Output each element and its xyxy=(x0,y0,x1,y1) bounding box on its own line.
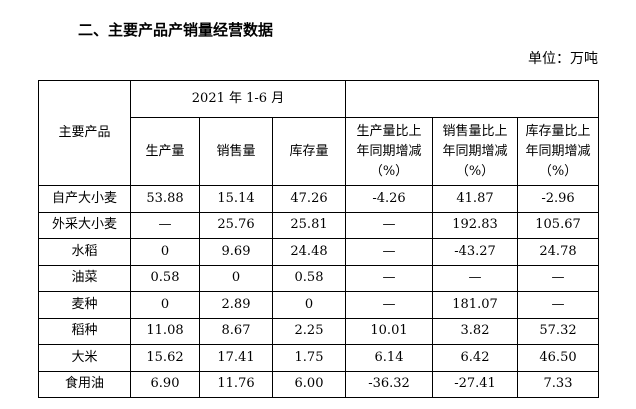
value-cell: 46.50 xyxy=(516,344,600,372)
header-row: 主要产品 2021 年 1-6 月 xyxy=(38,80,600,186)
data-row: 食用油 6.90 11.76 6.00 -36.32 -27.41 7.33 xyxy=(38,370,600,398)
header-line: （%） xyxy=(538,163,578,179)
value-cell: 0 xyxy=(272,291,346,319)
value-cell: 15.62 xyxy=(130,344,200,372)
product-name: 外采大小麦 xyxy=(38,211,131,239)
value-cell: 1.75 xyxy=(272,344,346,372)
product-name: 水稻 xyxy=(38,238,131,266)
column-header: 库存量比上年同期增减 （%） xyxy=(516,117,600,186)
value-cell: 6.00 xyxy=(272,370,346,398)
value-cell: 8.67 xyxy=(199,317,273,345)
header-line: 库存量 xyxy=(289,143,329,159)
value-cell: 3.82 xyxy=(432,317,518,345)
value-cell: 0.58 xyxy=(272,264,346,292)
value-cell: — xyxy=(130,211,200,239)
header-row: 生产量 销售量 库存量 生产量比上 年同期增减 （%） 销售量比上 年同期增减 （%） 库存量比上… xyxy=(39,117,600,186)
header-line: 年同期增减 xyxy=(442,143,508,159)
empty-header xyxy=(344,80,600,118)
value-cell: — xyxy=(516,291,600,319)
value-cell: 0.58 xyxy=(130,264,200,292)
value-cell: 41.87 xyxy=(432,185,518,213)
section-title: 二、主要产品产销量经营数据 xyxy=(78,21,274,39)
value-cell: 2.89 xyxy=(199,291,273,319)
value-cell: 105.67 xyxy=(516,211,600,239)
value-cell: 0 xyxy=(130,291,200,319)
value-cell: 53.88 xyxy=(130,185,200,213)
value-cell: — xyxy=(345,238,433,266)
data-row: 自产大小麦 53.88 15.14 47.26 -4.26 41.87 -2.96 xyxy=(38,185,600,213)
product-name: 油菜 xyxy=(38,264,131,292)
data-table: 主要产品 2021 年 1-6 月生产量 销售量 库存量 生产量比上 年同期增减 （%） 销售… xyxy=(38,80,600,398)
header-line: 年同期增减 xyxy=(525,143,591,159)
column-header: 销售量比上年同期增减 （%） xyxy=(432,117,518,186)
value-cell: 24.48 xyxy=(272,238,346,266)
product-name: 食用油 xyxy=(38,370,131,398)
data-row: 外采大小麦 —25.76 25.81—192.83 105.67 xyxy=(38,211,600,239)
column-header: 库存量 xyxy=(272,117,346,186)
value-cell: 181.07 xyxy=(432,291,518,319)
value-cell: -43.27 xyxy=(432,238,518,266)
product-name: 麦种 xyxy=(38,291,131,319)
value-cell: -36.32 xyxy=(345,370,433,398)
product-name: 自产大小麦 xyxy=(38,185,131,213)
value-cell: 25.81 xyxy=(272,211,346,239)
value-cell: 11.76 xyxy=(199,370,273,398)
column-header: 销售量 xyxy=(199,117,273,186)
value-cell: 6.14 xyxy=(345,344,433,372)
value-cell: — xyxy=(345,264,433,292)
value-cell: 11.08 xyxy=(130,317,200,345)
header-line: 年同期增减 xyxy=(356,143,422,159)
value-cell: 7.33 xyxy=(516,370,600,398)
header-line: 销售量比上 xyxy=(442,123,508,139)
period-header: 2021 年 1-6 月 xyxy=(130,80,346,118)
column-header: 生产量 xyxy=(130,117,200,186)
header-line: （%） xyxy=(455,163,495,179)
data-row: 水稻 0 9.69 24.48— -43.27 24.78 xyxy=(38,238,600,266)
header-line: 销售量 xyxy=(216,143,256,159)
value-cell: 192.83 xyxy=(432,211,518,239)
data-row: 稻种 11.08 8.67 2.25 10.01 3.82 57.32 xyxy=(38,317,600,345)
header-line: 生产量 xyxy=(145,143,185,159)
value-cell: 57.32 xyxy=(516,317,600,345)
value-cell: 47.26 xyxy=(272,185,346,213)
value-cell: 9.69 xyxy=(199,238,273,266)
value-cell: — xyxy=(432,264,518,292)
value-cell: — xyxy=(345,211,433,239)
value-cell: — xyxy=(516,264,600,292)
value-cell: 10.01 xyxy=(345,317,433,345)
value-cell: 24.78 xyxy=(516,238,600,266)
value-cell: 6.42 xyxy=(432,344,518,372)
value-cell: 2.25 xyxy=(272,317,346,345)
value-cell: -4.26 xyxy=(345,185,433,213)
data-row: 油菜 0.58 0 0.58— — — xyxy=(38,264,600,292)
value-cell: 0 xyxy=(199,264,273,292)
value-cell: -27.41 xyxy=(432,370,518,398)
product-header: 主要产品 xyxy=(38,80,131,186)
product-name: 稻种 xyxy=(38,317,131,345)
column-header: 生产量比上年同期增减 （%） xyxy=(345,117,433,186)
header-line: 库存量比上 xyxy=(525,123,591,139)
value-cell: -2.96 xyxy=(516,185,600,213)
product-name: 大米 xyxy=(38,344,131,372)
value-cell: 15.14 xyxy=(199,185,273,213)
data-row: 麦种 0 2.89 0—181.07— xyxy=(38,291,600,319)
value-cell: 17.41 xyxy=(199,344,273,372)
value-cell: 6.90 xyxy=(130,370,200,398)
unit-label: 单位：万吨 xyxy=(528,51,598,67)
value-cell: 0 xyxy=(130,238,200,266)
header-line: （%） xyxy=(369,163,409,179)
value-cell: 25.76 xyxy=(199,211,273,239)
data-row: 大米 15.62 17.41 1.75 6.14 6.42 46.50 xyxy=(38,344,600,372)
value-cell: — xyxy=(345,291,433,319)
header-line: 生产量比上 xyxy=(356,123,422,139)
